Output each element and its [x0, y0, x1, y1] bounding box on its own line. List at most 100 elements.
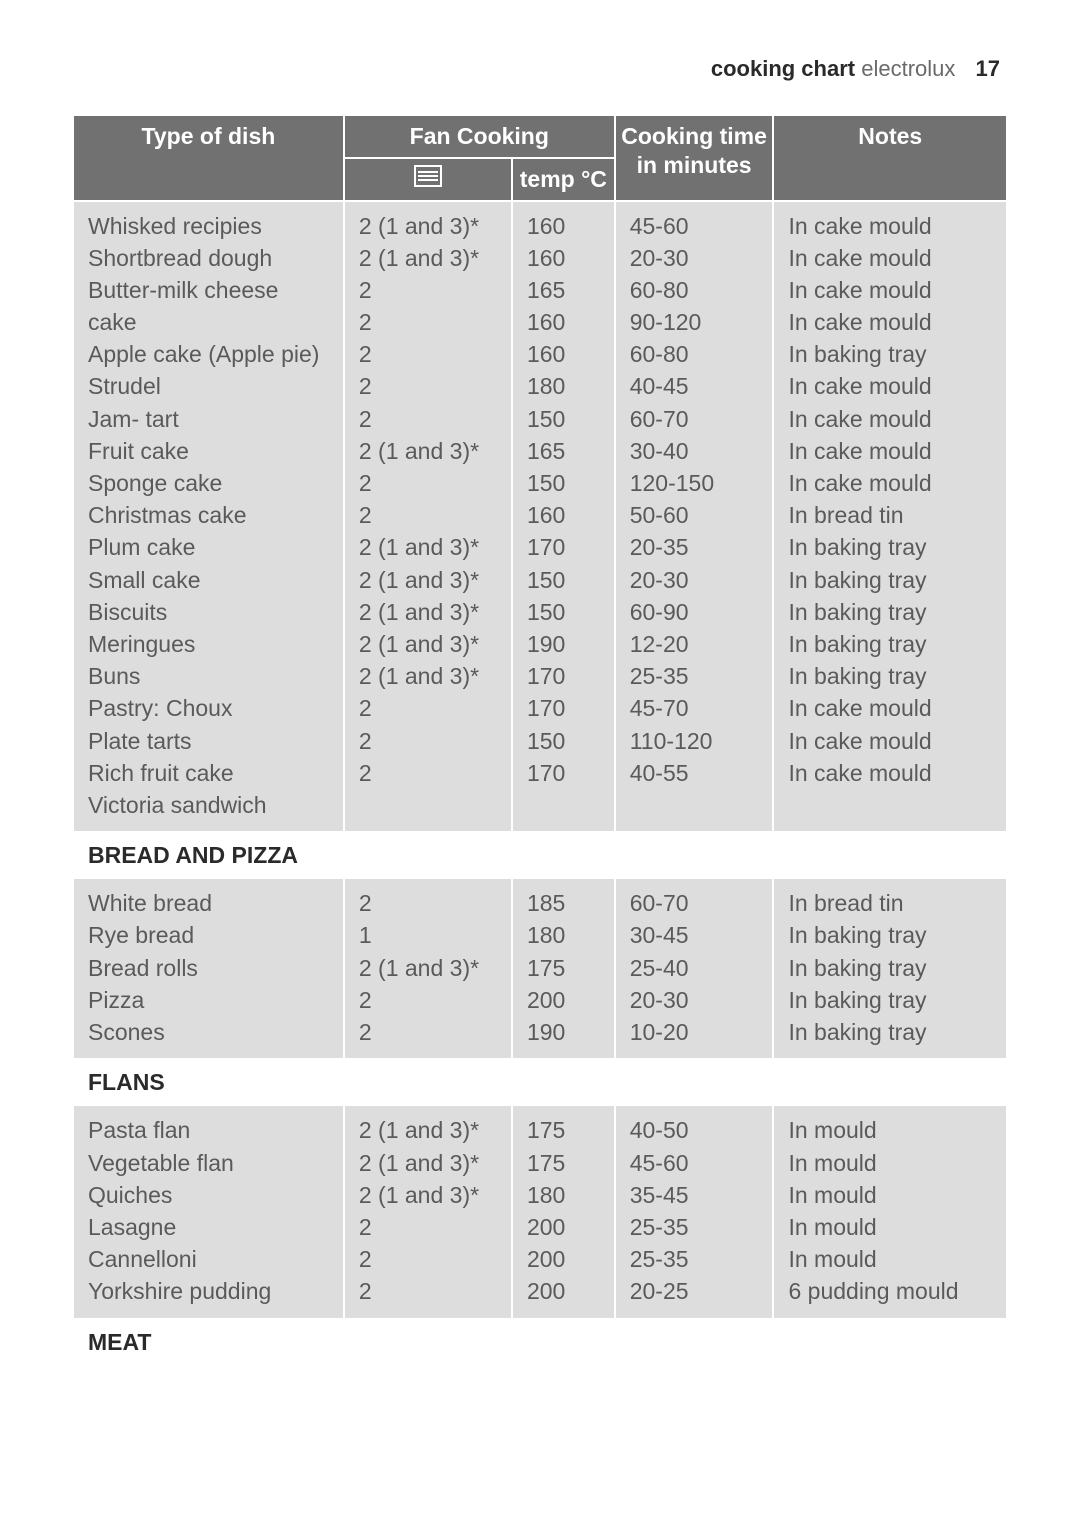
time-cell-value: 45-60 — [630, 210, 759, 242]
time-cell-value: 45-60 — [630, 1147, 759, 1179]
section-empty — [512, 832, 615, 878]
temp-cell-value: 180 — [527, 1179, 600, 1211]
time-cell-value: 30-45 — [630, 919, 759, 951]
level-cell-value: 2 — [359, 1211, 497, 1243]
time-cell-value: 120-150 — [630, 467, 759, 499]
section-empty — [512, 1059, 615, 1105]
notes-cell-value: In cake mould — [788, 435, 992, 467]
notes-cell-value: In baking tray — [788, 564, 992, 596]
dish-cell-value: Buns — [88, 660, 329, 692]
time-cell-value: 40-50 — [630, 1114, 759, 1146]
section-title-row: MEAT — [73, 1319, 1007, 1365]
level-cell-value: 2 — [359, 1243, 497, 1275]
level-cell-value: 2 (1 and 3)* — [359, 952, 497, 984]
time-cell-value: 40-55 — [630, 757, 759, 789]
page-header: cooking chart electrolux 17 — [72, 56, 1008, 82]
level-cell: 2 (1 and 3)*2 (1 and 3)*2 (1 and 3)*222 — [344, 1105, 512, 1318]
time-cell-value: 20-25 — [630, 1275, 759, 1307]
dish-cell-value: White bread — [88, 887, 329, 919]
temp-cell-value: 200 — [527, 1243, 600, 1275]
level-cell-value: 2 (1 and 3)* — [359, 628, 497, 660]
level-cell-value: 2 — [359, 306, 497, 338]
temp-cell-value: 200 — [527, 1211, 600, 1243]
time-cell-value: 12-20 — [630, 628, 759, 660]
dish-cell: Whisked recipiesShortbread doughButter-m… — [73, 201, 344, 833]
time-cell-value: 30-40 — [630, 435, 759, 467]
section-empty — [773, 832, 1007, 878]
temp-cell-value: 160 — [527, 210, 600, 242]
section-title: BREAD AND PIZZA — [73, 832, 344, 878]
level-cell-value: 2 — [359, 692, 497, 724]
table-row: White breadRye breadBread rollsPizzaScon… — [73, 878, 1007, 1059]
section-empty — [344, 1319, 512, 1365]
col-cooking-time: Cooking time in minutes — [615, 115, 774, 201]
col-fan-cooking: Fan Cooking — [344, 115, 615, 158]
dish-cell-value: Rye bread — [88, 919, 329, 951]
level-cell: 2 (1 and 3)*2 (1 and 3)*222222 (1 and 3)… — [344, 201, 512, 833]
temp-cell-value: 175 — [527, 952, 600, 984]
fan-level-icon-header — [344, 158, 512, 201]
temp-cell-value: 170 — [527, 757, 600, 789]
section-empty — [773, 1319, 1007, 1365]
time-cell-value: 20-30 — [630, 984, 759, 1016]
section-empty — [773, 1059, 1007, 1105]
notes-cell-value: In baking tray — [788, 919, 992, 951]
level-cell-value: 2 (1 and 3)* — [359, 596, 497, 628]
level-cell: 212 (1 and 3)*22 — [344, 878, 512, 1059]
temp-cell-value: 200 — [527, 984, 600, 1016]
header-brand: electrolux — [861, 56, 955, 81]
section-empty — [615, 1319, 774, 1365]
temp-cell-value: 165 — [527, 274, 600, 306]
notes-cell-value: In cake mould — [788, 467, 992, 499]
temp-cell-value: 150 — [527, 596, 600, 628]
section-empty — [344, 1059, 512, 1105]
dish-cell-value: Christmas cake — [88, 499, 329, 531]
temp-cell: 185180175200190 — [512, 878, 615, 1059]
time-cell-value: 60-70 — [630, 403, 759, 435]
dish-cell-value: Meringues — [88, 628, 329, 660]
time-cell: 45-6020-3060-8090-12060-8040-4560-7030-4… — [615, 201, 774, 833]
cooking-chart-table: Type of dish Fan Cooking Cooking time in… — [72, 114, 1008, 1366]
notes-cell-value: In baking tray — [788, 1016, 992, 1048]
notes-cell-value: 6 pudding mould — [788, 1275, 992, 1307]
notes-cell-value: In baking tray — [788, 596, 992, 628]
time-cell-value: 110-120 — [630, 725, 759, 757]
level-cell-value: 2 — [359, 274, 497, 306]
temp-cell-value: 150 — [527, 725, 600, 757]
time-cell-value: 60-90 — [630, 596, 759, 628]
level-cell-value: 2 (1 and 3)* — [359, 1114, 497, 1146]
level-cell-value: 2 — [359, 403, 497, 435]
notes-cell-value: In mould — [788, 1243, 992, 1275]
time-cell-value: 20-30 — [630, 242, 759, 274]
temp-cell-value: 150 — [527, 564, 600, 596]
dish-cell-value: Jam- tart — [88, 403, 329, 435]
notes-cell-value: In cake mould — [788, 306, 992, 338]
dish-cell-value: Lasagne — [88, 1211, 329, 1243]
time-cell: 60-7030-4525-4020-3010-20 — [615, 878, 774, 1059]
temp-cell-value: 185 — [527, 887, 600, 919]
level-cell-value: 2 (1 and 3)* — [359, 531, 497, 563]
dish-cell-value: Shortbread dough — [88, 242, 329, 274]
notes-cell-value: In baking tray — [788, 984, 992, 1016]
dish-cell-value: Strudel — [88, 370, 329, 402]
temp-cell-value: 150 — [527, 403, 600, 435]
time-cell-value: 90-120 — [630, 306, 759, 338]
temp-cell-value: 200 — [527, 1275, 600, 1307]
dish-cell-value: Yorkshire pudding — [88, 1275, 329, 1307]
time-cell-value: 20-30 — [630, 564, 759, 596]
col-notes: Notes — [773, 115, 1007, 201]
notes-cell-value: In cake mould — [788, 242, 992, 274]
notes-cell-value: In cake mould — [788, 210, 992, 242]
level-cell-value: 2 — [359, 757, 497, 789]
table-row: Pasta flanVegetable flanQuichesLasagneCa… — [73, 1105, 1007, 1318]
level-cell-value: 2 — [359, 467, 497, 499]
col-type-of-dish: Type of dish — [73, 115, 344, 201]
section-title-row: FLANS — [73, 1059, 1007, 1105]
dish-cell-value: Vegetable flan — [88, 1147, 329, 1179]
section-empty — [512, 1319, 615, 1365]
notes-cell: In bread tinIn baking trayIn baking tray… — [773, 878, 1007, 1059]
time-cell-value: 25-35 — [630, 1243, 759, 1275]
temp-cell-value: 180 — [527, 370, 600, 402]
time-cell-value: 50-60 — [630, 499, 759, 531]
dish-cell-value: Victoria sandwich — [88, 789, 329, 821]
